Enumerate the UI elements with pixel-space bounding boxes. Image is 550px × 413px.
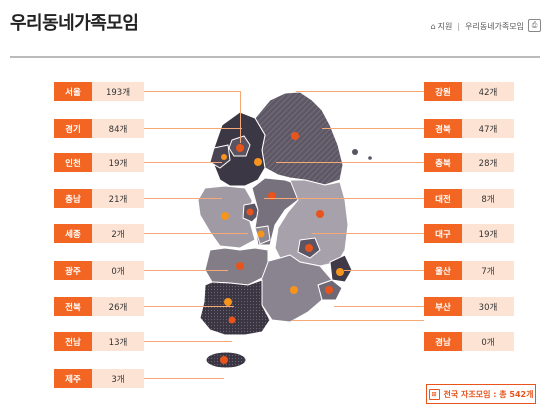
region-label-gyeongbuk[interactable]: 경북 47개: [424, 119, 514, 138]
leader-line-gyeongnam: [292, 320, 424, 321]
region-count: 2개: [92, 224, 144, 243]
print-icon[interactable]: ⎙: [528, 19, 541, 32]
region-label-seoul[interactable]: 서울 193개: [54, 82, 144, 101]
region-markers: [220, 132, 344, 364]
region-count: 42개: [462, 82, 514, 101]
region-label-ulsan[interactable]: 울산 7개: [424, 261, 514, 280]
region-label-daejeon[interactable]: 대전 8개: [424, 189, 514, 208]
breadcrumb-separator: |: [457, 22, 461, 31]
region-count: 47개: [462, 119, 514, 138]
leader-line-seoul: [144, 91, 240, 92]
region-label-jeonbuk[interactable]: 전북 26개: [54, 297, 144, 316]
leader-line-gangwon: [296, 91, 424, 92]
region-count: 13개: [92, 332, 144, 351]
region-name: 서울: [54, 82, 92, 101]
region-name: 경남: [424, 332, 462, 351]
region-count: 0개: [462, 332, 514, 351]
map-region-gangwon[interactable]: [254, 91, 344, 186]
region-name: 경기: [54, 119, 92, 138]
leader-line-jeonbuk: [144, 306, 234, 307]
region-count: 26개: [92, 297, 144, 316]
region-name: 강원: [424, 82, 462, 101]
region-count: 193개: [92, 82, 144, 101]
map-island-dokdo: [368, 156, 372, 160]
region-name: 전남: [54, 332, 92, 351]
map-island-ulleung: [352, 149, 358, 155]
home-icon[interactable]: ⌂: [430, 22, 436, 31]
region-name: 광주: [54, 261, 92, 280]
leader-line-busan: [334, 306, 424, 307]
leader-line-jeonnam: [144, 341, 232, 342]
leader-line-gwangju: [144, 270, 228, 271]
region-label-gangwon[interactable]: 강원 42개: [424, 82, 514, 101]
region-name: 전북: [54, 297, 92, 316]
region-name: 충북: [424, 153, 462, 172]
region-label-jeonnam[interactable]: 전남 13개: [54, 332, 144, 351]
leader-line-sejong: [144, 233, 248, 234]
breadcrumb: ⌂ 지원 | 우리동네가족모임: [431, 21, 524, 32]
region-count: 19개: [92, 153, 144, 172]
leader-line-chungbuk: [276, 162, 424, 163]
region-name: 울산: [424, 261, 462, 280]
region-name: 세종: [54, 224, 92, 243]
region-label-incheon[interactable]: 인천 19개: [54, 153, 144, 172]
breadcrumb-item-support[interactable]: 지원: [437, 22, 453, 31]
total-label: 전국 자조모임 : 총 542개: [443, 389, 534, 399]
region-count: 3개: [92, 369, 144, 388]
region-label-gyeonggi[interactable]: 경기 84개: [54, 119, 144, 138]
map-region-jeonnam[interactable]: [199, 279, 271, 336]
region-label-gwangju[interactable]: 광주 0개: [54, 261, 144, 280]
region-count: 19개: [462, 224, 514, 243]
region-label-chungnam[interactable]: 충남 21개: [54, 189, 144, 208]
region-count: 28개: [462, 153, 514, 172]
header-divider: [10, 56, 540, 58]
network-icon: ⊞: [428, 388, 440, 400]
leader-line-incheon: [144, 162, 222, 163]
page-title: 우리동네가족모임: [10, 13, 139, 34]
region-name: 인천: [54, 153, 92, 172]
region-name: 제주: [54, 369, 92, 388]
total-summary: ⊞ 전국 자조모임 : 총 542개: [426, 384, 536, 404]
region-label-daegu[interactable]: 대구 19개: [424, 224, 514, 243]
region-name: 충남: [54, 189, 92, 208]
region-count: 8개: [462, 189, 514, 208]
region-label-busan[interactable]: 부산 30개: [424, 297, 514, 316]
breadcrumb-item-current: 우리동네가족모임: [465, 22, 524, 31]
region-label-sejong[interactable]: 세종 2개: [54, 224, 144, 243]
region-name: 부산: [424, 297, 462, 316]
region-name: 대전: [424, 189, 462, 208]
leader-line-chungnam: [144, 198, 222, 199]
region-label-gyeongnam[interactable]: 경남 0개: [424, 332, 514, 351]
leader-line-jeju: [144, 378, 224, 379]
region-name: 경북: [424, 119, 462, 138]
leader-line-daejeon: [264, 198, 424, 199]
region-label-jeju[interactable]: 제주 3개: [54, 369, 144, 388]
leader-line-gyeongbuk: [322, 128, 424, 129]
region-count: 84개: [92, 119, 144, 138]
region-count: 7개: [462, 261, 514, 280]
region-count: 21개: [92, 189, 144, 208]
leader-line-daegu: [312, 233, 424, 234]
region-label-chungbuk[interactable]: 충북 28개: [424, 153, 514, 172]
region-name: 대구: [424, 224, 462, 243]
leader-line-ulsan: [344, 270, 424, 271]
region-count: 0개: [92, 261, 144, 280]
leader-line-seoul-v: [240, 91, 241, 143]
region-count: 30개: [462, 297, 514, 316]
leader-line-gyeonggi: [144, 128, 242, 129]
